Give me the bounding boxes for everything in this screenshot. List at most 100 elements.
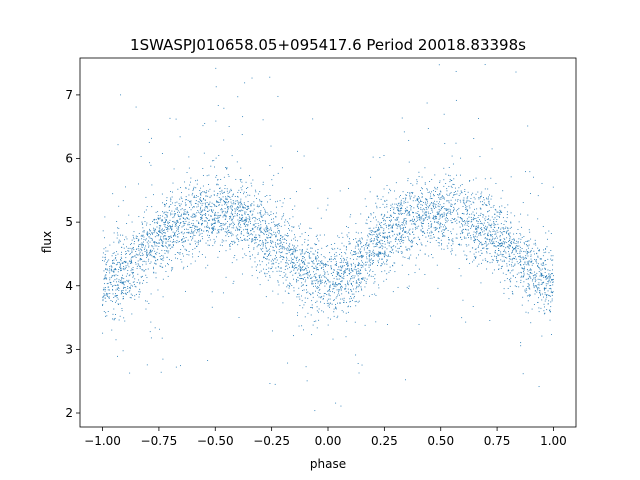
data-point	[171, 268, 173, 270]
data-point	[253, 248, 255, 250]
data-point	[536, 252, 538, 254]
data-point	[419, 216, 421, 218]
data-point	[275, 242, 276, 244]
data-point	[378, 262, 379, 264]
data-point	[163, 235, 165, 237]
data-point	[266, 226, 268, 228]
data-point	[159, 229, 161, 231]
data-point	[373, 282, 375, 284]
data-point	[243, 193, 244, 195]
data-point	[481, 262, 482, 264]
data-point	[217, 212, 219, 214]
data-point	[209, 219, 211, 221]
data-point	[550, 290, 552, 292]
data-point	[479, 156, 481, 158]
data-point	[446, 188, 448, 190]
data-point	[145, 196, 147, 198]
data-point	[332, 284, 333, 286]
data-point	[384, 214, 386, 216]
data-point	[239, 202, 241, 204]
data-point	[400, 203, 402, 205]
data-point	[360, 241, 361, 243]
data-point	[319, 264, 321, 266]
data-point	[145, 209, 147, 211]
data-point	[395, 198, 397, 200]
data-point	[394, 190, 395, 192]
data-point	[348, 187, 349, 189]
data-point	[475, 212, 477, 214]
data-point	[359, 250, 361, 252]
data-point	[393, 212, 395, 214]
data-point	[154, 222, 155, 224]
data-point	[362, 238, 363, 240]
data-point	[266, 258, 268, 260]
data-point	[309, 257, 311, 259]
data-point	[493, 230, 495, 232]
data-point	[217, 217, 219, 219]
data-point	[213, 219, 215, 220]
data-point	[440, 226, 442, 228]
data-point	[124, 287, 126, 289]
data-point	[287, 232, 288, 234]
data-point	[165, 219, 166, 221]
data-point	[160, 240, 162, 241]
data-point	[204, 207, 206, 209]
data-point	[122, 289, 124, 291]
data-point	[102, 300, 104, 302]
data-point	[162, 228, 163, 230]
data-point	[287, 247, 289, 249]
data-point	[246, 232, 248, 234]
data-point	[127, 292, 128, 293]
data-point	[348, 291, 349, 293]
data-point	[538, 307, 540, 309]
data-point	[192, 249, 194, 250]
data-point	[255, 237, 257, 239]
data-point	[406, 232, 408, 234]
data-point	[118, 241, 120, 243]
data-point	[119, 315, 121, 317]
data-point	[239, 179, 241, 180]
data-point	[462, 225, 464, 227]
data-point	[123, 293, 125, 294]
data-point	[261, 217, 263, 218]
data-point	[458, 243, 460, 245]
data-point	[461, 231, 463, 233]
data-point	[145, 269, 147, 271]
data-point	[271, 240, 273, 242]
data-point	[453, 206, 455, 208]
data-point	[194, 227, 196, 229]
data-point	[224, 213, 226, 215]
data-point	[414, 219, 415, 221]
data-point	[360, 256, 362, 257]
data-point	[519, 259, 521, 260]
data-point	[180, 203, 182, 205]
data-point	[105, 264, 107, 266]
data-point	[527, 312, 529, 314]
data-point	[180, 258, 182, 260]
data-point	[280, 252, 282, 253]
data-point	[480, 196, 481, 197]
data-point	[154, 231, 156, 233]
data-point	[275, 236, 277, 238]
data-point	[254, 216, 256, 218]
data-point	[111, 275, 113, 277]
data-point	[470, 203, 472, 205]
data-point	[244, 207, 246, 208]
data-point	[301, 256, 303, 258]
data-point	[370, 259, 372, 261]
data-point	[482, 231, 484, 233]
data-point	[351, 284, 352, 285]
data-point	[354, 266, 356, 268]
data-point	[157, 218, 159, 219]
data-point	[188, 167, 190, 169]
data-point	[434, 186, 436, 188]
data-point	[118, 242, 120, 244]
data-point	[440, 207, 442, 209]
data-point	[231, 227, 233, 229]
data-point	[453, 219, 455, 220]
data-point	[119, 266, 121, 268]
data-point	[510, 241, 512, 243]
data-point	[352, 275, 354, 277]
data-point	[105, 269, 107, 270]
